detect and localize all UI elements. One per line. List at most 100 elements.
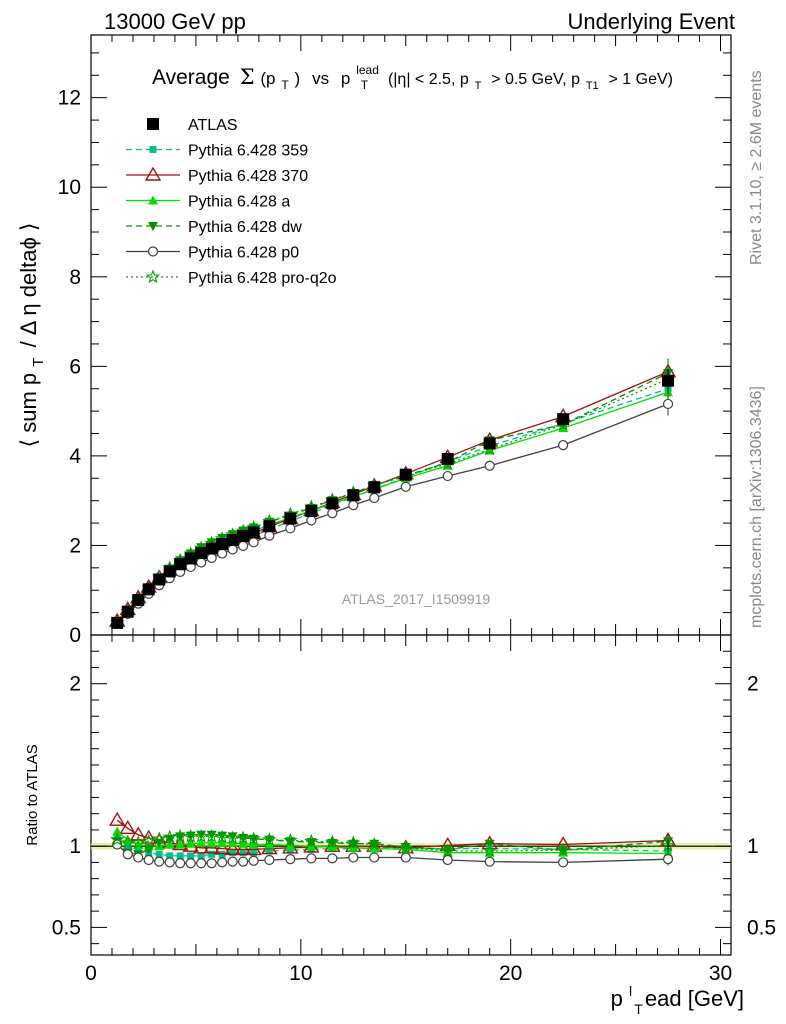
title-lead-sub: T <box>361 78 369 92</box>
title-cuts-end: > 1 GeV) <box>609 71 673 88</box>
ratio-point-pythia-6-428-pro-q2o <box>367 837 382 851</box>
ratio-axis-ticks: 0 10 20 30 0.5 0.5 1 1 2 2 <box>52 635 776 985</box>
plot-title: Average Σ (p T ) vs p lead T (|η| < 2.5,… <box>152 56 673 94</box>
legend-label-pythia-6-428-p0: Pythia 6.428 p0 <box>188 245 299 262</box>
ratio-point-pythia-6-428-370 <box>119 819 136 834</box>
main-plot-frame <box>90 34 732 636</box>
point-atlas <box>142 583 155 596</box>
point-atlas <box>305 504 318 517</box>
ratio-point-pythia-6-428-p0 <box>143 854 154 866</box>
svg-text:⟨ sum p T / Δ η de: ⟨ sum p T / Δ η deltaϕ ⟩ <box>16 223 48 448</box>
ratio-point-pythia-6-428-370 <box>213 840 231 855</box>
x-label-rest: ead [GeV] <box>645 986 744 1011</box>
point-atlas <box>237 530 250 543</box>
point-atlas <box>226 534 239 547</box>
y-tick-label: 10 <box>58 176 81 199</box>
title-vs: vs <box>312 69 329 88</box>
main-axis-ticks: 0 2 4 6 8 10 12 <box>58 35 731 647</box>
legend-marker-pythia-6-428-359 <box>149 146 157 153</box>
legend-label-pythia-6-428-370: Pythia 6.428 370 <box>188 168 308 185</box>
legend-marker-pythia-6-428-pro-q2o <box>145 269 161 284</box>
point-atlas <box>184 552 197 565</box>
point-atlas <box>326 497 339 510</box>
legend-label-pythia-6-428-pro-q2o: Pythia 6.428 pro-q2o <box>188 270 337 287</box>
point-atlas <box>284 512 297 525</box>
ratio-point-pythia-6-428-p0 <box>327 853 338 864</box>
ratio-point-pythia-6-428-p0 <box>558 857 569 868</box>
x-label-sup: l <box>629 983 632 999</box>
title-lead-sup: lead <box>356 63 379 77</box>
ratio-tick-label: 0.5 <box>52 916 81 939</box>
ratio-axis-label: Ratio to ATLAS <box>24 744 41 845</box>
x-label-sub: T <box>634 1001 643 1017</box>
legend-marker-pythia-6-428-a <box>148 195 158 205</box>
ratio-point-pythia-6-428-a <box>227 837 238 847</box>
ratio-point-pythia-6-428-p0 <box>196 858 207 869</box>
ratio-point-pythia-6-428-p0 <box>348 852 359 863</box>
y-label-part2: / Δ η deltaϕ ⟩ <box>16 223 41 348</box>
y-tick-label: 0 <box>69 624 81 647</box>
ratio-point-pythia-6-428-pro-q2o <box>262 832 277 846</box>
y-label-part1: ⟨ sum p <box>16 373 41 448</box>
point-atlas <box>483 437 496 450</box>
point-atlas <box>347 489 360 502</box>
ratio-point-pythia-6-428-a <box>206 837 217 847</box>
y-tick-label: 8 <box>69 266 81 289</box>
point-atlas <box>205 542 218 555</box>
point-pythia-6-428-p0 <box>484 460 495 471</box>
point-atlas <box>557 413 570 426</box>
process-label: Underlying Event <box>567 9 735 34</box>
ratio-point-pythia-6-428-p0 <box>484 856 495 867</box>
ratio-point-pythia-6-428-p0 <box>164 857 175 868</box>
point-atlas <box>441 453 454 466</box>
ratio-point-pythia-6-428-359 <box>134 845 142 853</box>
series-line-pythia-6-428-a <box>116 391 669 623</box>
collision-label: 13000 GeV pp <box>104 9 246 34</box>
point-atlas <box>153 573 166 586</box>
ratio-point-pythia-6-428-a <box>248 839 259 849</box>
point-atlas <box>263 520 276 533</box>
y-label-sub: T <box>30 358 47 367</box>
title-cuts-mid: > 0.5 GeV, p <box>491 71 580 88</box>
ratio-point-pythia-6-428-pro-q2o <box>304 833 319 848</box>
point-pythia-6-428-p0 <box>238 540 249 551</box>
ratio-tick-label-right: 1 <box>747 835 759 858</box>
x-tick-label: 0 <box>85 962 97 985</box>
ratio-point-pythia-6-428-pro-q2o <box>440 843 455 858</box>
x-tick-label: 10 <box>289 962 312 985</box>
ratio-tick-label-right: 2 <box>747 673 759 696</box>
ratio-point-pythia-6-428-dw <box>196 830 207 840</box>
ratio-point-pythia-6-428-359 <box>187 852 195 860</box>
ratio-point-pythia-6-428-370 <box>171 836 189 851</box>
y-tick-label: 2 <box>69 534 81 557</box>
ratio-point-pythia-6-428-a <box>185 838 196 848</box>
ratio-point-pythia-6-428-pro-q2o <box>131 835 146 849</box>
y-tick-label: 4 <box>69 445 81 468</box>
point-pythia-6-428-p0 <box>248 537 259 548</box>
analysis-reference-label: ATLAS_2017_I1509919 <box>342 591 491 607</box>
legend-marker-pythia-6-428-p0 <box>147 246 159 257</box>
ratio-point-pythia-6-428-pro-q2o <box>110 832 125 846</box>
ratio-point-pythia-6-428-p0 <box>133 852 144 863</box>
ratio-point-pythia-6-428-359 <box>286 846 294 854</box>
ratio-point-pythia-6-428-p0 <box>122 849 133 860</box>
series-line-pythia-6-428-pro-q2o <box>116 378 669 623</box>
point-atlas <box>163 565 176 578</box>
ratio-point-pythia-6-428-pro-q2o <box>162 829 177 844</box>
ratio-point-pythia-6-428-359 <box>250 849 258 857</box>
point-atlas <box>121 605 134 618</box>
series-line-pythia-6-428-370 <box>116 371 669 622</box>
ratio-point-pythia-6-428-p0 <box>154 856 165 867</box>
point-atlas <box>399 468 412 481</box>
y-tick-label: 6 <box>69 355 81 378</box>
title-cuts-t: T <box>475 80 482 92</box>
point-pythia-6-428-p0 <box>227 544 238 555</box>
ratio-point-pythia-6-428-pro-q2o <box>152 831 167 845</box>
ratio-point-pythia-6-428-p0 <box>185 858 196 869</box>
point-atlas <box>111 616 124 629</box>
ratio-point-pythia-6-428-p0 <box>285 854 296 865</box>
ratio-point-pythia-6-428-pro-q2o <box>555 842 571 857</box>
ratio-point-pythia-6-428-p0 <box>442 854 453 866</box>
title-cuts-eta: (|η| < 2.5, p <box>388 71 469 88</box>
ratio-point-pythia-6-428-p0 <box>306 853 317 864</box>
